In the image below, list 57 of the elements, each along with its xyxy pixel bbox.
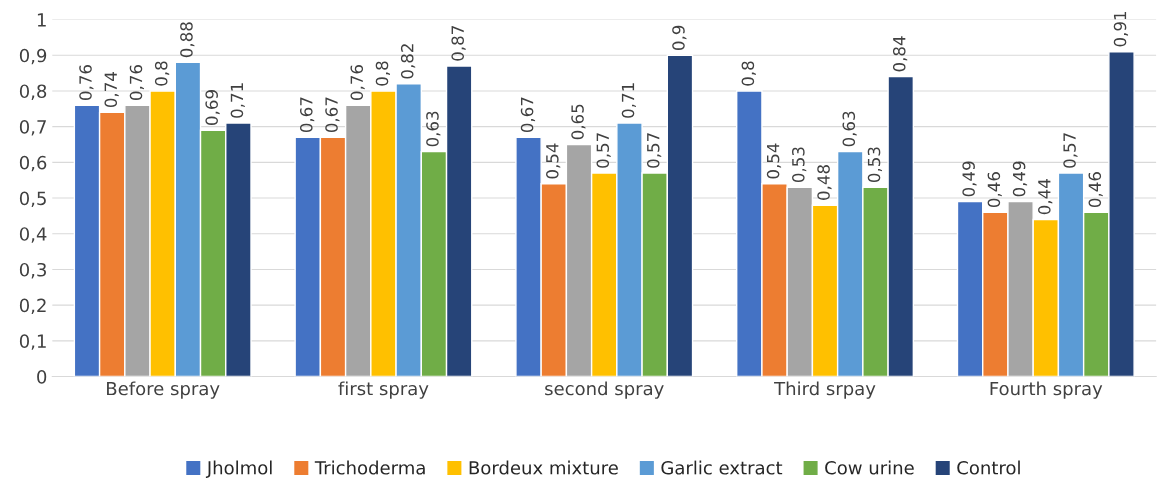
- y-tick-label: 0,1: [19, 334, 46, 350]
- data-label: 0,88: [180, 22, 195, 58]
- legend-label: Bordeux mixture: [469, 460, 618, 475]
- data-label: 0,65: [571, 104, 586, 140]
- data-label: 0,44: [1038, 179, 1053, 215]
- legend-label: Cow urine: [825, 460, 914, 475]
- y-tick-label: 0,9: [19, 48, 47, 65]
- data-label: 0,53: [867, 147, 883, 183]
- data-label: 0,46: [987, 172, 1002, 208]
- y-tick-label: 0,5: [19, 191, 46, 207]
- data-label: 0,48: [817, 165, 832, 200]
- data-label: 0,71: [621, 83, 637, 118]
- data-label: 0,74: [104, 72, 119, 108]
- x-tick-label: Before spray: [107, 381, 220, 399]
- data-label: 0,49: [1012, 161, 1028, 197]
- data-label: 0,76: [350, 65, 365, 100]
- legend-label: Control: [957, 460, 1020, 475]
- data-label: 0,8: [741, 61, 756, 86]
- data-label: 0,69: [205, 90, 220, 125]
- data-label: 0,67: [299, 97, 315, 133]
- data-label: 0,87: [451, 26, 466, 61]
- data-label: 0,57: [1063, 133, 1078, 168]
- data-label: 0,54: [766, 143, 782, 179]
- data-label: 0,53: [792, 147, 807, 183]
- data-label: 0,8: [154, 61, 170, 86]
- data-label: 0,76: [129, 65, 144, 100]
- y-tick-label: 0,8: [19, 84, 47, 100]
- y-tick-label: 0,6: [19, 155, 47, 172]
- data-label: 0,63: [842, 111, 857, 147]
- data-label: 0,46: [1088, 172, 1103, 208]
- data-label: 0,57: [646, 133, 662, 168]
- y-tick-label: 0,7: [19, 120, 46, 136]
- legend-label: Garlic extract: [661, 460, 783, 475]
- data-label: 0,76: [79, 65, 94, 100]
- y-tick-label: 0,4: [19, 227, 47, 243]
- legend-label: Jholmol: [205, 460, 272, 478]
- x-tick-label: Fourth spray: [990, 381, 1103, 399]
- y-tick-label: 0,3: [19, 262, 46, 279]
- x-tick-label: first spray: [338, 381, 429, 399]
- legend-label: Trichoderma: [314, 460, 425, 475]
- y-tick-label: 0: [37, 369, 47, 384]
- data-label: 0,57: [596, 133, 611, 168]
- x-tick-label: Third srpay: [774, 381, 876, 399]
- data-label: 0,63: [426, 111, 441, 147]
- y-tick-label: 0,2: [19, 298, 46, 315]
- data-label: 0,91: [1113, 11, 1129, 47]
- data-label: 0,49: [962, 161, 977, 197]
- data-label: 0,82: [400, 44, 416, 79]
- x-tick-label: second spray: [545, 381, 664, 399]
- data-label: 0,67: [325, 97, 340, 133]
- data-label: 0,67: [520, 97, 536, 133]
- data-label: 0,9: [672, 25, 687, 50]
- data-label: 0,71: [230, 83, 245, 118]
- data-label: 0,8: [375, 61, 390, 86]
- data-label: 0,54: [546, 143, 561, 179]
- y-tick-label: 1: [37, 13, 46, 27]
- data-label: 0,84: [892, 36, 908, 72]
